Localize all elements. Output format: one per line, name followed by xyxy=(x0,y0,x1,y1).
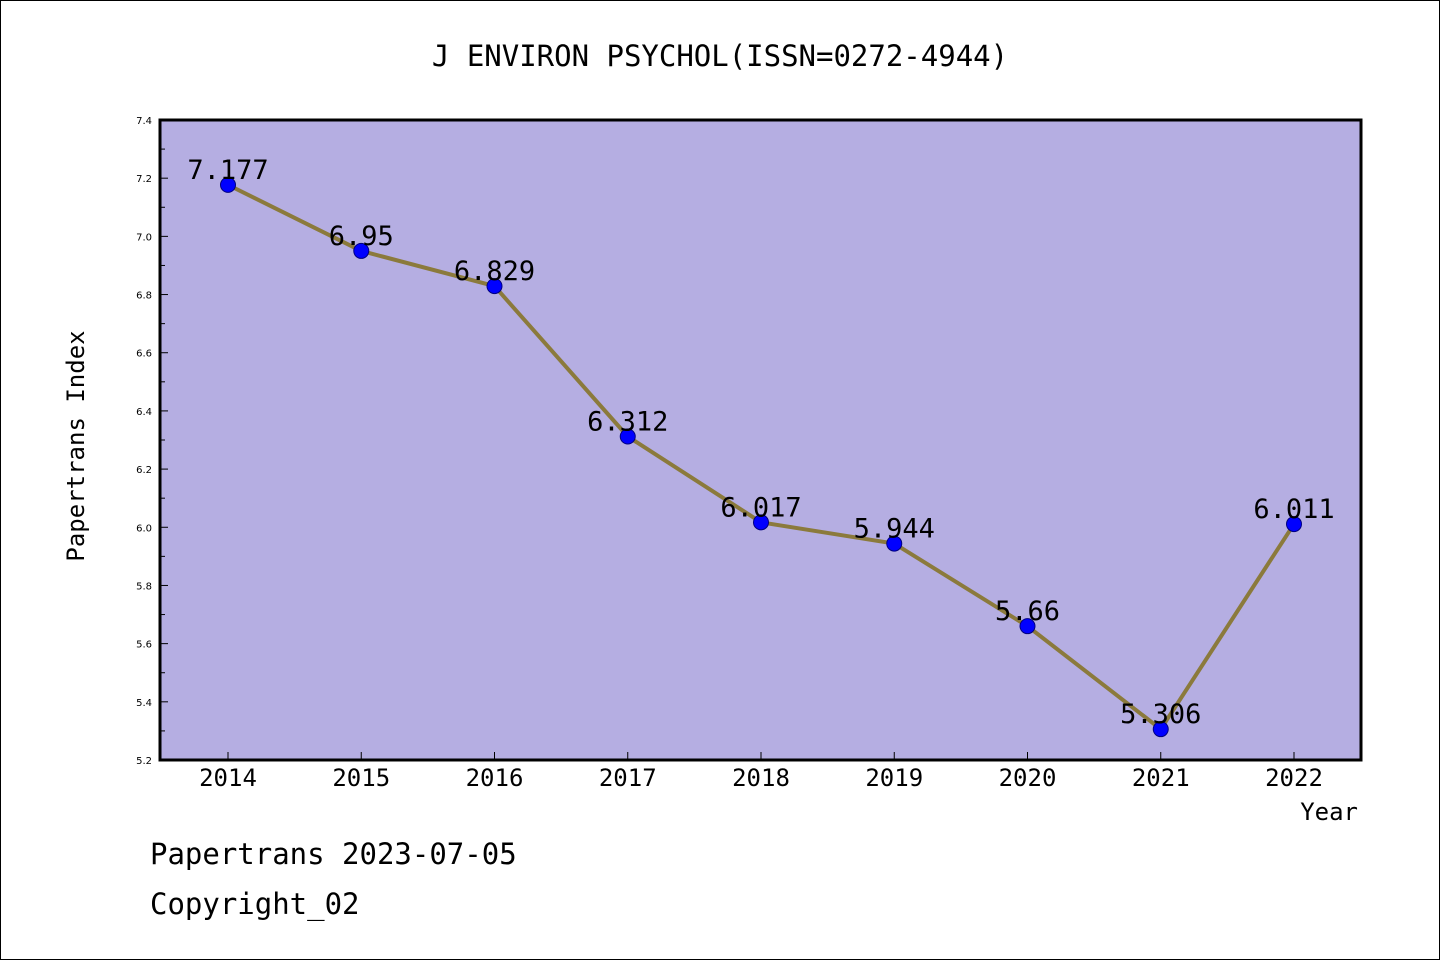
data-label: 5.66 xyxy=(995,596,1060,627)
data-label: 6.95 xyxy=(329,221,394,252)
data-label: 6.011 xyxy=(1253,494,1334,525)
y-tick-label: 5.6 xyxy=(136,640,152,651)
data-point xyxy=(619,428,636,445)
x-axis-label: Year xyxy=(1300,798,1358,826)
x-tick-label: 2015 xyxy=(332,764,390,792)
footer-date: Papertrans 2023-07-05 xyxy=(150,837,517,871)
data-label: 7.177 xyxy=(187,155,268,186)
chart-title: J ENVIRON PSYCHOL(ISSN=0272-4944) xyxy=(432,39,1008,73)
x-tick-label: 2014 xyxy=(199,764,257,792)
data-point xyxy=(220,176,236,193)
y-axis: 5.2 5.4 5.6 5.8 6.0 6.2 6.4 6.6 6.8 7.0 7.2 7.4 xyxy=(136,116,168,767)
y-tick-label: 5.2 xyxy=(136,756,152,767)
data-label: 5.306 xyxy=(1120,699,1201,730)
plot-area xyxy=(160,120,1361,760)
y-tick-label: 6.6 xyxy=(136,349,152,360)
y-tick-label: 7.2 xyxy=(136,174,152,185)
x-tick-label: 2018 xyxy=(732,764,790,792)
x-axis: 2014 2015 2016 2017 2018 2019 2020 2021 2022 xyxy=(199,752,1323,792)
y-tick-label: 6.4 xyxy=(136,407,152,418)
data-point xyxy=(486,278,503,295)
x-tick-label: 2021 xyxy=(1132,764,1190,792)
y-tick-label: 5.8 xyxy=(136,581,152,592)
y-axis-label: Papertrans Index xyxy=(62,330,90,561)
data-point xyxy=(353,242,370,259)
y-tick-label: 7.0 xyxy=(136,232,152,243)
x-tick-label: 2016 xyxy=(466,764,524,792)
y-tick-label: 6.2 xyxy=(136,465,152,476)
data-point xyxy=(886,535,903,552)
x-tick-label: 2022 xyxy=(1265,764,1323,792)
y-tick-label: 5.4 xyxy=(136,698,152,709)
y-tick-label: 6.8 xyxy=(136,291,152,302)
y-tick-label: 6.0 xyxy=(136,523,152,534)
data-point xyxy=(1286,516,1302,533)
x-tick-label: 2017 xyxy=(599,764,657,792)
x-tick-label: 2019 xyxy=(865,764,923,792)
series-layer: 7.177 6.95 6.829 6.312 6.017 5.944 5.66 5.306 6.… xyxy=(187,155,1335,738)
data-point xyxy=(1019,618,1036,635)
data-label: 6.312 xyxy=(587,407,668,438)
footer-copyright: Copyright_02 xyxy=(150,887,360,922)
y-tick-label: 7.4 xyxy=(136,116,152,127)
data-label: 6.017 xyxy=(720,492,801,523)
plot-frame xyxy=(158,118,1363,762)
data-point xyxy=(1152,721,1169,738)
x-tick-label: 2020 xyxy=(999,764,1057,792)
data-label: 6.829 xyxy=(454,256,535,287)
data-label: 5.944 xyxy=(854,514,935,545)
data-point xyxy=(753,514,769,531)
